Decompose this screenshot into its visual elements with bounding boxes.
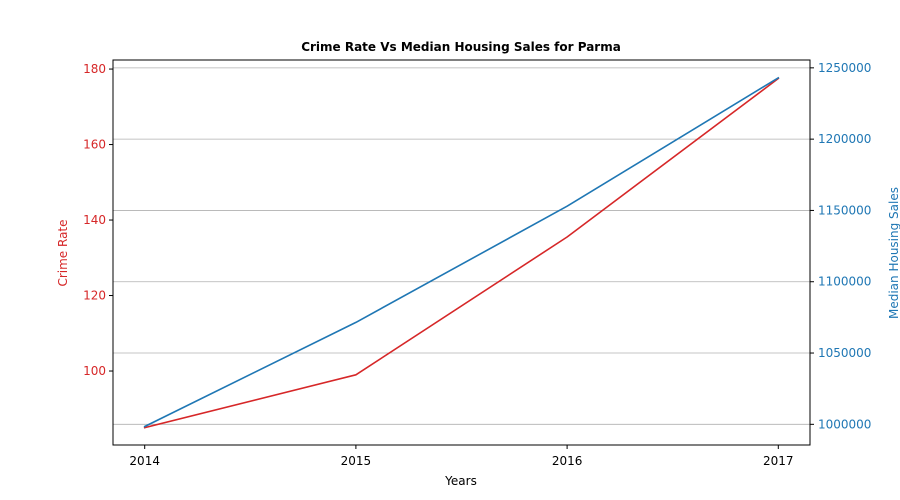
left-y-tick-label: 100 [83,364,106,378]
plot-frame [112,59,811,446]
left-y-axis: 100 120 140 160 180 [83,62,113,378]
chart-title: Crime Rate Vs Median Housing Sales for P… [301,40,621,54]
left-y-tick-label: 160 [83,138,106,152]
left-y-tick-label: 140 [83,213,106,227]
crime-rate-line [143,77,780,429]
x-tick-label: 2017 [763,454,794,468]
left-y-tick-label: 180 [83,62,106,76]
x-tick-label: 2014 [129,454,160,468]
right-y-tick-label: 1200000 [818,132,871,146]
series-lines [143,76,780,429]
left-y-axis-label: Crime Rate [56,219,70,286]
right-y-tick-label: 1000000 [818,417,871,431]
x-tick-label: 2016 [552,454,583,468]
x-axis-label: Years [444,474,477,488]
right-y-tick-label: 1250000 [818,61,871,75]
x-axis: 2014 2015 2016 2017 [129,445,794,468]
right-y-tick-label: 1100000 [818,275,871,289]
left-y-tick-label: 120 [83,289,106,303]
right-y-axis-label: Median Housing Sales [887,187,900,319]
right-y-axis: 1000000 1050000 1100000 1150000 1200000 12500… [810,61,871,431]
median-housing-sales-line [143,76,780,428]
right-y-tick-label: 1150000 [818,203,871,217]
x-tick-label: 2015 [341,454,372,468]
right-y-tick-label: 1050000 [818,346,871,360]
gridlines [113,67,810,425]
